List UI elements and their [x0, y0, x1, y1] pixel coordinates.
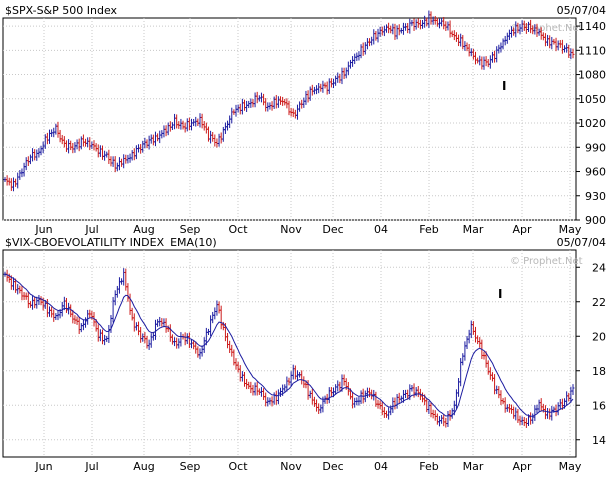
- spx-y-tick-label: 990: [585, 141, 606, 154]
- vix-x-tick-label: Nov: [280, 460, 302, 473]
- spx-x-tick-labels: Jun Jul Aug Sep Oct Nov Dec 04 Feb Mar Apr May: [34, 223, 581, 236]
- spx-y-tick-label: 1020: [578, 117, 606, 130]
- spx-watermark: © Prophet.Net: [510, 23, 583, 34]
- vix-y-tick-label: 16: [592, 399, 606, 412]
- spx-x-tick-label: 04: [374, 223, 388, 236]
- vix-price-bar: [571, 384, 575, 395]
- vix-panel-frame: [2, 249, 577, 458]
- spx-x-tick-label: Nov: [280, 223, 302, 236]
- vix-y-tick-label: 18: [592, 365, 606, 378]
- spx-x-tick-label: Mar: [463, 223, 484, 236]
- vix-x-tick-label: Jul: [84, 460, 98, 473]
- spx-x-tick-label: Dec: [322, 223, 343, 236]
- vix-x-tick-label: Dec: [322, 460, 343, 473]
- spx-panel-frame: [2, 17, 577, 221]
- spx-x-tick-label: Aug: [133, 223, 154, 236]
- spx-y-tick-label: 960: [585, 166, 606, 179]
- spx-x-tick-label: Feb: [419, 223, 438, 236]
- spx-price-bars: [3, 10, 575, 192]
- spx-y-tick-label: 1080: [578, 69, 606, 82]
- vix-x-tick-label: Jun: [34, 460, 52, 473]
- vix-y-tick-label: 22: [592, 296, 606, 309]
- spx-y-tick-label: 1050: [578, 93, 606, 106]
- vix-ema-line: [4, 273, 574, 417]
- vix-x-tick-label: Feb: [419, 460, 438, 473]
- spx-date-label: 05/07/04: [557, 4, 606, 17]
- spx-x-tick-label: Sep: [180, 223, 201, 236]
- vix-y-tick-label: 14: [592, 434, 606, 447]
- vix-x-tick-label: May: [559, 460, 582, 473]
- spx-y-tick-label: 1110: [578, 44, 606, 57]
- vix-date-label: 05/07/04: [557, 236, 606, 249]
- spx-x-tick-label: Oct: [228, 223, 248, 236]
- vix-annotation: I: [498, 287, 502, 301]
- vix-price-bars: [3, 268, 575, 428]
- spx-y-tick-label: 930: [585, 190, 606, 203]
- vix-x-tick-label: Sep: [180, 460, 201, 473]
- vix-title-name: $VIX-CBOEVOLATILITY INDEX: [5, 236, 165, 249]
- spx-y-tick-labels: 900 930 960 990 1020 1050 1080 1110 1140: [576, 20, 606, 227]
- vix-grid: [3, 250, 576, 457]
- vix-y-tick-labels: 14 16 18 20 22 24: [576, 261, 606, 447]
- spx-x-tick-label: Jul: [84, 223, 98, 236]
- spx-title: $SPX-S&P 500 Index: [5, 4, 118, 17]
- vix-watermark: © Prophet.Net: [510, 256, 583, 267]
- vix-y-tick-label: 24: [592, 261, 606, 274]
- vix-x-tick-labels: Jun Jul Aug Sep Oct Nov Dec 04 Feb Mar Apr May: [34, 460, 581, 473]
- vix-indicator-label: EMA(10): [170, 236, 217, 249]
- vix-x-tick-label: Aug: [133, 460, 154, 473]
- vix-x-tick-label: Apr: [512, 460, 532, 473]
- vix-y-tick-label: 20: [592, 330, 606, 343]
- spx-y-tick-label: 900: [585, 214, 606, 227]
- vix-x-tick-label: Oct: [228, 460, 248, 473]
- spx-x-tick-label: May: [559, 223, 582, 236]
- spx-x-tick-label: Jun: [34, 223, 52, 236]
- spx-price-bar: [571, 48, 575, 59]
- vix-title: $VIX-CBOEVOLATILITY INDEX EMA(10): [5, 236, 217, 249]
- vix-x-tick-label: Mar: [463, 460, 484, 473]
- vix-x-tick-label: 04: [374, 460, 388, 473]
- spx-y-tick-label: 1140: [578, 20, 606, 33]
- spx-annotation: I: [502, 79, 506, 93]
- spx-x-tick-label: Apr: [512, 223, 532, 236]
